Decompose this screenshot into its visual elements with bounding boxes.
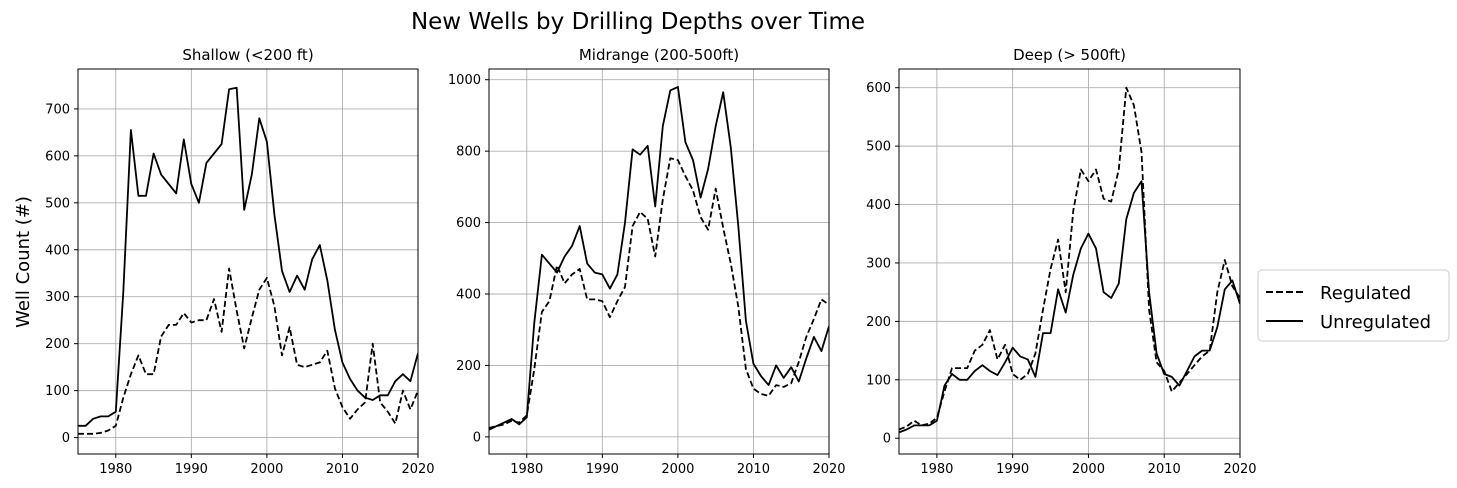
axes-frame <box>898 68 1241 455</box>
x-tick-label: 1990 <box>175 462 208 477</box>
x-tick-label: 1980 <box>99 462 132 477</box>
y-tick-label: 600 <box>866 81 891 96</box>
series-line-regulated <box>78 267 418 435</box>
x-tick-label: 2000 <box>661 462 694 477</box>
y-tick-label: 200 <box>45 337 70 352</box>
x-tick-label: 1980 <box>510 462 543 477</box>
x-tick-label: 1980 <box>920 462 953 477</box>
x-tick-label: 2010 <box>1148 462 1181 477</box>
y-tick-label: 1000 <box>448 73 481 88</box>
x-tick-label: 2010 <box>737 462 770 477</box>
panel-title-shallow: Shallow (<200 ft) <box>182 46 313 64</box>
y-tick-label: 100 <box>866 373 891 388</box>
y-tick-label: 300 <box>866 256 891 271</box>
y-tick-label: 500 <box>866 140 891 155</box>
y-axis-label: Well Count (#) <box>13 196 34 328</box>
legend-frame <box>1257 269 1450 342</box>
y-tick-label: 300 <box>45 290 70 305</box>
series-line-unregulated <box>78 86 418 427</box>
x-tick-label: 2020 <box>812 462 845 477</box>
y-tick-label: 0 <box>883 432 891 447</box>
y-tick-label: 400 <box>45 243 70 258</box>
x-tick-label: 1990 <box>996 462 1029 477</box>
panel-deep: Deep (> 500ft) 1980 1990 2000 2010 2020 0 100 20… <box>866 46 1256 477</box>
y-tick-label: 600 <box>456 216 481 231</box>
y-tick-label: 400 <box>456 288 481 303</box>
legend-label-unregulated: Unregulated <box>1320 312 1431 333</box>
x-tick-label: 1990 <box>586 462 619 477</box>
series-line-unregulated <box>899 180 1240 434</box>
y-tick-label: 200 <box>456 359 481 374</box>
y-tick-label: 700 <box>45 102 70 117</box>
legend: Regulated Unregulated <box>1257 269 1450 342</box>
figure-title: New Wells by Drilling Depths over Time <box>411 9 865 35</box>
y-tick-label: 200 <box>866 315 891 330</box>
series-line-regulated <box>489 157 829 429</box>
y-tick-label: 0 <box>473 430 481 445</box>
panel-shallow: Shallow (<200 ft) 1980 1990 2000 2010 2020 0 10… <box>45 46 434 477</box>
y-tick-label: 400 <box>866 198 891 213</box>
panel-title-midrange: Midrange (200-500ft) <box>579 46 739 64</box>
x-tick-label: 2000 <box>1072 462 1105 477</box>
series-line-unregulated <box>489 86 829 431</box>
x-tick-label: 2020 <box>401 462 434 477</box>
y-tick-label: 800 <box>456 145 481 160</box>
y-tick-label: 500 <box>45 196 70 211</box>
y-tick-label: 600 <box>45 149 70 164</box>
y-tick-label: 0 <box>62 431 70 446</box>
x-tick-label: 2000 <box>250 462 283 477</box>
panel-title-deep: Deep (> 500ft) <box>1013 46 1126 64</box>
x-tick-label: 2020 <box>1223 462 1256 477</box>
x-tick-label: 2010 <box>326 462 359 477</box>
axes-frame <box>77 68 419 455</box>
panel-midrange: Midrange (200-500ft)1980 1990 2000 2010 2020… <box>448 46 846 477</box>
axes-frame <box>488 68 830 455</box>
y-tick-label: 100 <box>45 384 70 399</box>
legend-label-regulated: Regulated <box>1320 283 1411 304</box>
